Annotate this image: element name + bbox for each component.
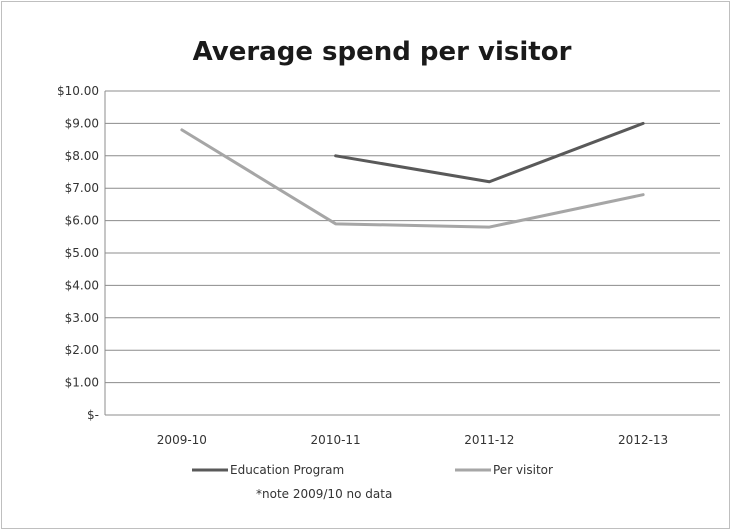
y-axis-ticks: $- $1.00 $2.00 $3.00 $4.00 $5.00 $6.00 $7.00 $8.… [57, 84, 99, 422]
y-tick-label: $9.00 [65, 116, 99, 130]
series-line-education-program [334, 121, 645, 184]
x-axis-ticks: 2009-10 2010-11 2011-12 2012-13 [157, 433, 668, 447]
y-tick-label: $5.00 [65, 246, 99, 260]
y-tick-label: $- [87, 408, 99, 422]
y-tick-label: $8.00 [65, 149, 99, 163]
x-tick-label: 2012-13 [618, 433, 668, 447]
y-tick-label: $6.00 [65, 214, 99, 228]
legend-label: Education Program [230, 463, 344, 477]
y-tick-label: $4.00 [65, 278, 99, 292]
series-line-per-visitor [180, 128, 645, 229]
legend: Education Program Per visitor [192, 463, 553, 477]
legend-label: Per visitor [493, 463, 553, 477]
x-tick-label: 2010-11 [311, 433, 361, 447]
chart-title: Average spend per visitor [193, 37, 572, 67]
y-tick-label: $3.00 [65, 311, 99, 325]
note-annotation: *note 2009/10 no data [256, 487, 392, 501]
y-tick-label: $1.00 [65, 376, 99, 390]
x-tick-label: 2011-12 [464, 433, 514, 447]
y-tick-label: $10.00 [57, 84, 99, 98]
y-tick-label: $7.00 [65, 181, 99, 195]
y-tick-label: $2.00 [65, 343, 99, 357]
gridlines [104, 90, 720, 416]
series-lines [180, 121, 645, 229]
x-tick-label: 2009-10 [157, 433, 207, 447]
